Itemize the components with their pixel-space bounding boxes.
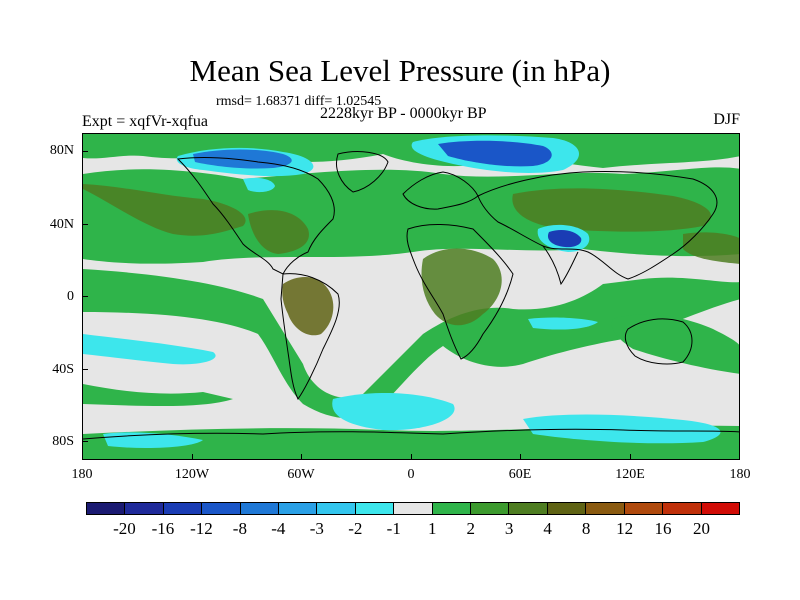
coastline-australia xyxy=(624,318,693,365)
lat-label-40n: 40N xyxy=(49,217,74,232)
lon-tick xyxy=(411,454,412,460)
colorbar xyxy=(86,502,740,515)
colorbar-swatch xyxy=(87,503,126,514)
colorbar-swatch xyxy=(509,503,548,514)
lat-tick xyxy=(82,369,88,370)
coastline-india xyxy=(542,245,579,286)
colorbar-tick-label: 20 xyxy=(693,519,711,538)
coastline-north-america xyxy=(176,157,335,275)
negative-anomaly-tibet-core xyxy=(547,230,582,248)
coastlines xyxy=(83,151,739,440)
coastline-antarctica xyxy=(83,428,739,440)
colorbar-swatch xyxy=(394,503,433,514)
coastline-africa xyxy=(406,223,514,360)
negative-anomaly-arctic-west-core xyxy=(193,149,292,169)
colorbar-swatch xyxy=(701,503,739,514)
colorbar-tick-label: 4 xyxy=(543,519,552,538)
colorbar-swatch xyxy=(240,503,280,514)
colorbar-tick-label: 3 xyxy=(504,519,514,538)
negative-anomaly-greenland-sea xyxy=(243,177,275,193)
coastline-asia xyxy=(477,170,718,280)
olive-anomaly-north-america xyxy=(248,210,309,254)
lat-label-80n: 80N xyxy=(49,143,74,158)
coastline-greenland xyxy=(336,151,389,193)
colorbar-tick-label: 16 xyxy=(654,519,672,538)
lon-label-120w: 120W xyxy=(174,467,210,482)
colorbar-tick-label: -3 xyxy=(309,519,324,538)
season-label: DJF xyxy=(713,111,740,128)
negative-anomaly-indian-ocean xyxy=(528,317,598,330)
lat-tick xyxy=(82,441,88,442)
rmsd-diff-stats: rmsd= 1.68371 diff= 1.02545 xyxy=(216,94,382,109)
colorbar-tick-label: 12 xyxy=(616,519,634,538)
colorbar-tick-label: -4 xyxy=(271,519,286,538)
colorbar-tick-label: -1 xyxy=(386,519,401,538)
map-title: Mean Sea Level Pressure (in hPa) xyxy=(189,53,611,88)
colorbar-swatch xyxy=(586,503,625,514)
colorbar-swatch xyxy=(279,503,318,514)
colorbar-swatch xyxy=(355,503,395,514)
lat-label-80s: 80S xyxy=(52,434,74,449)
experiment-label: Expt = xqfVr-xqfua xyxy=(82,113,208,130)
colorbar-tick-label: -2 xyxy=(348,519,363,538)
colorbar-swatch xyxy=(125,503,164,514)
green-anomaly-south-pacific xyxy=(611,314,739,374)
negative-anomaly-southern-ocean-pacific xyxy=(523,414,721,444)
olive-anomaly-africa xyxy=(421,248,502,326)
colorbar-tick-label: -8 xyxy=(232,519,247,538)
lon-label-180w: 180 xyxy=(71,467,93,482)
lon-tick xyxy=(520,454,521,460)
lon-tick xyxy=(301,454,302,460)
olive-anomaly-north-pacific xyxy=(83,184,246,236)
olive-anomaly-east-pacific xyxy=(683,232,739,264)
lon-label-60w: 60W xyxy=(287,467,315,482)
colorbar-swatch xyxy=(663,503,702,514)
pressure-map-panel xyxy=(82,133,740,460)
colorbar-tick-label: -12 xyxy=(190,519,213,538)
period-label: 2228kyr BP - 0000kyr BP xyxy=(320,105,487,122)
olive-anomaly-asia xyxy=(512,188,712,232)
lon-label-120e: 120E xyxy=(615,467,645,482)
colorbar-swatch xyxy=(202,503,241,514)
negative-anomaly-south-pacific xyxy=(83,334,216,365)
colorbar-tick-label: 1 xyxy=(427,519,437,538)
green-anomaly-band-tropics xyxy=(83,269,739,419)
colorbar-swatch xyxy=(471,503,510,514)
colorbar-tick-label: 2 xyxy=(466,519,475,538)
lon-label-60e: 60E xyxy=(508,467,532,482)
pressure-anomaly-field xyxy=(83,134,739,459)
colorbar-tick-label: -20 xyxy=(113,519,136,538)
lon-label-0: 0 xyxy=(407,467,415,482)
colorbar-tick-label: 8 xyxy=(581,519,591,538)
lon-label-180e: 180 xyxy=(729,467,751,482)
lon-tick xyxy=(192,454,193,460)
colorbar-swatch xyxy=(624,503,664,514)
lat-tick xyxy=(82,151,88,152)
olive-anomaly-south-america xyxy=(282,277,334,336)
colorbar-swatch xyxy=(547,503,587,514)
lat-label-eq: 0 xyxy=(67,289,74,304)
colorbar-swatch xyxy=(163,503,203,514)
colorbar-swatch xyxy=(432,503,472,514)
colorbar-swatch xyxy=(317,503,356,514)
negative-anomaly-arctic-east-core xyxy=(438,140,552,167)
coastline-south-america xyxy=(280,273,340,400)
negative-anomaly-southern-ocean-atlantic xyxy=(332,392,455,431)
colorbar-tick-label: -16 xyxy=(151,519,175,538)
lat-label-40s: 40S xyxy=(52,362,74,377)
lat-tick xyxy=(82,296,88,297)
green-anomaly-southern-ocean xyxy=(83,384,233,407)
lon-tick xyxy=(630,454,631,460)
lat-tick xyxy=(82,224,88,225)
